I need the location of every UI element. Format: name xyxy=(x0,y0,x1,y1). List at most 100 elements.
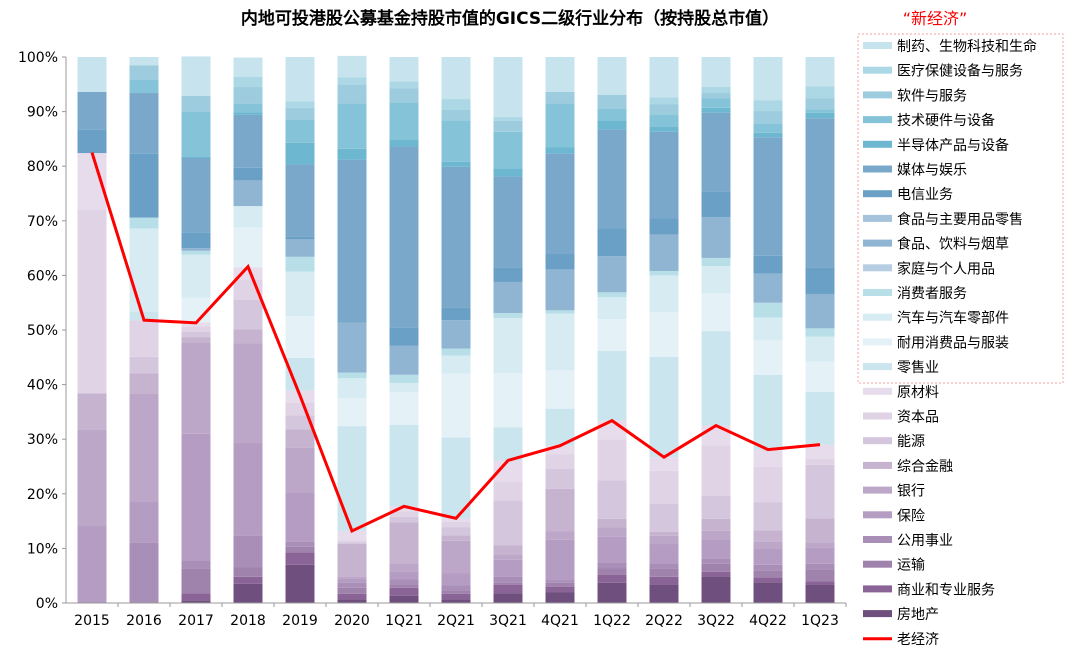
bar-segment xyxy=(546,454,575,468)
legend-item: 房地产 xyxy=(863,607,939,623)
bar-segment xyxy=(286,403,315,416)
legend-label: 技术硬件与设备 xyxy=(897,112,995,129)
bar-segment xyxy=(390,88,419,102)
bar-segment xyxy=(754,256,783,274)
bar-segment xyxy=(494,57,523,117)
bar-segment xyxy=(598,575,627,583)
y-tick-label: 70% xyxy=(27,214,58,230)
legend-swatch xyxy=(863,42,892,49)
bar-segment xyxy=(546,103,575,147)
bar-segment xyxy=(338,84,367,103)
bar-segment xyxy=(286,165,315,237)
bar-segment xyxy=(338,540,367,542)
bar-segment xyxy=(390,82,419,89)
bar-segment xyxy=(598,351,627,421)
bar-segment xyxy=(598,527,627,537)
bar-segment xyxy=(234,577,263,584)
bar-segment xyxy=(78,209,107,393)
legend-swatch xyxy=(863,561,892,568)
legend-item: 媒体与娱乐 xyxy=(863,163,967,179)
bar-segment xyxy=(806,547,835,563)
x-tick-label: 4Q22 xyxy=(749,613,787,629)
bar-segment xyxy=(390,585,419,588)
bar-segment xyxy=(754,133,783,137)
legend-label: 耐用消费品与服装 xyxy=(897,335,1009,351)
x-tick-label: 2018 xyxy=(230,613,266,629)
bar-segment xyxy=(182,56,211,95)
bar-segment xyxy=(598,108,627,120)
bar-segment xyxy=(702,87,731,93)
bar-segment xyxy=(650,114,679,126)
bar-segment xyxy=(286,239,315,256)
y-tick-label: 0% xyxy=(36,596,58,612)
bar-segment xyxy=(702,426,731,446)
bar-segment xyxy=(390,57,419,82)
x-tick-label: 1Q21 xyxy=(385,613,423,629)
bar-segment xyxy=(286,143,315,165)
bar-segment xyxy=(286,57,315,101)
bar-segment xyxy=(442,349,471,356)
x-tick-label: 4Q21 xyxy=(541,613,579,629)
bar-segment xyxy=(546,57,575,92)
legend-swatch xyxy=(863,511,892,518)
legend-item: 耐用消费品与服装 xyxy=(863,335,1009,351)
bar-segment xyxy=(286,119,315,142)
bar-segment xyxy=(338,594,367,599)
bar-segment xyxy=(494,168,523,176)
bar-segment xyxy=(546,489,575,532)
bar-segment xyxy=(754,317,783,340)
bar-segment xyxy=(650,271,679,275)
legend-label: 房地产 xyxy=(897,607,939,623)
bar-segment xyxy=(234,443,263,535)
bar-segment xyxy=(390,140,419,147)
legend-label: 半导体产品与设备 xyxy=(897,137,1009,154)
bar-segment xyxy=(806,118,835,267)
bar-segment xyxy=(650,126,679,131)
legend-swatch xyxy=(863,388,892,395)
bar-segment xyxy=(234,115,263,168)
bar-segment xyxy=(130,154,159,218)
legend: 制药、生物科技和生命医疗保健设备与服务软件与服务技术硬件与设备半导体产品与设备媒… xyxy=(863,38,1037,648)
bar-segment xyxy=(702,576,731,603)
bar-segment xyxy=(754,548,783,564)
bar-segment xyxy=(286,565,315,603)
legend-item: 资本品 xyxy=(863,410,939,426)
legend-item: 综合金融 xyxy=(863,459,953,475)
bar-segment xyxy=(754,303,783,318)
bar-segment xyxy=(494,481,523,500)
x-tick-label: 2016 xyxy=(126,613,162,629)
bar-segment xyxy=(182,156,211,158)
bar-segment xyxy=(754,137,783,255)
legend-label: 老经济 xyxy=(897,632,939,648)
legend-label: 汽车与汽车零部件 xyxy=(897,310,1009,327)
legend-label: 银行 xyxy=(897,484,925,500)
bar-segment xyxy=(182,593,211,600)
bar-segment xyxy=(806,98,835,109)
legend-swatch xyxy=(863,610,892,617)
bar-segment xyxy=(494,313,523,318)
bar-segment xyxy=(442,99,471,110)
x-tick-label: 3Q22 xyxy=(697,613,735,629)
bar-segment xyxy=(338,542,367,544)
bar-segment xyxy=(234,58,263,77)
bar-segment xyxy=(182,434,211,561)
bar-segment xyxy=(234,535,263,567)
legend-label: 食品与主要用品零售 xyxy=(897,211,1023,228)
bar-segment xyxy=(182,251,211,255)
bar-segment xyxy=(494,427,523,460)
legend-label: 消费者服务 xyxy=(897,286,967,302)
bar-segment xyxy=(78,393,107,429)
y-tick-label: 20% xyxy=(27,487,58,503)
bar-segment xyxy=(546,531,575,539)
bar-segment xyxy=(390,383,419,392)
bar-segment xyxy=(650,536,679,544)
bar-segment xyxy=(286,492,315,541)
bar-segment xyxy=(806,57,835,86)
bar-segment xyxy=(546,269,575,310)
bar-segment xyxy=(598,439,627,480)
bar-segment xyxy=(286,448,315,492)
bar-segment xyxy=(806,113,835,118)
bar-segment xyxy=(806,109,835,112)
bar-segment xyxy=(130,393,159,502)
